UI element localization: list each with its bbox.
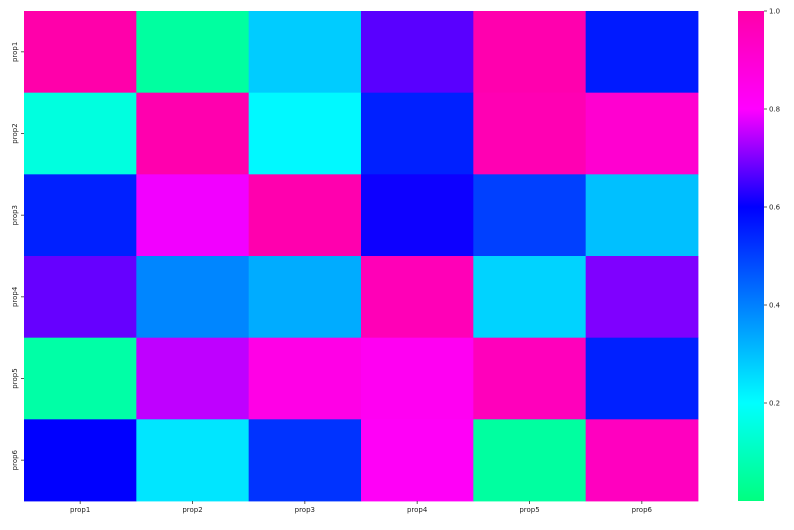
heatmap-cell-prop5-prop3 — [248, 337, 362, 420]
heatmap-cell-prop6-prop2 — [136, 419, 250, 502]
heatmap-cell-prop2-prop3 — [248, 92, 362, 175]
heatmap-cells — [24, 11, 699, 502]
colorbar: 0.2 0.4 0.6 0.8 1.0 — [738, 8, 781, 501]
heatmap-cell-prop2-prop1 — [24, 92, 137, 175]
y-tick-label: prop3 — [11, 205, 19, 225]
heatmap-cell-prop3-prop1 — [24, 174, 137, 257]
heatmap-cell-prop1-prop6 — [585, 11, 699, 94]
y-tick-label: prop5 — [11, 368, 19, 388]
heatmap-cell-prop3-prop4 — [361, 174, 474, 257]
heatmap-cell-prop6-prop6 — [585, 419, 699, 502]
heatmap-cell-prop4-prop4 — [361, 256, 474, 339]
heatmap-cell-prop1-prop1 — [24, 11, 137, 94]
colorbar-tick-label: 0.6 — [769, 204, 781, 212]
x-tick-label: prop4 — [407, 506, 428, 514]
heatmap-cell-prop1-prop3 — [248, 11, 362, 94]
heatmap-cell-prop3-prop2 — [136, 174, 250, 257]
heatmap-cell-prop5-prop6 — [585, 337, 699, 420]
y-axis: prop1 prop2 prop3 prop4 prop5 prop6 — [11, 42, 24, 470]
heatmap-cell-prop5-prop2 — [136, 337, 250, 420]
heatmap-cell-prop5-prop4 — [361, 337, 474, 420]
heatmap-cell-prop6-prop4 — [361, 419, 474, 502]
heatmap-cell-prop4-prop2 — [136, 256, 250, 339]
x-axis: prop1 prop2 prop3 prop4 prop5 prop6 — [70, 501, 653, 514]
heatmap-cell-prop2-prop2 — [136, 92, 250, 175]
colorbar-tick-label: 0.4 — [769, 302, 781, 310]
x-tick-label: prop6 — [632, 506, 653, 514]
x-tick-label: prop1 — [70, 506, 90, 514]
heatmap-cell-prop4-prop6 — [585, 256, 699, 339]
heatmap-cell-prop4-prop5 — [473, 256, 587, 339]
heatmap-cell-prop1-prop2 — [136, 11, 250, 94]
heatmap-cell-prop4-prop3 — [248, 256, 362, 339]
heatmap-cell-prop1-prop4 — [361, 11, 474, 94]
y-tick-label: prop6 — [11, 449, 19, 470]
heatmap-cell-prop5-prop1 — [24, 337, 137, 420]
y-tick-label: prop2 — [11, 123, 19, 143]
heatmap-cell-prop6-prop5 — [473, 419, 587, 502]
y-tick-label: prop4 — [11, 286, 19, 307]
x-tick-label: prop5 — [519, 506, 539, 514]
y-tick-label: prop1 — [11, 42, 19, 62]
heatmap-cell-prop3-prop3 — [248, 174, 362, 257]
colorbar-tick-label: 0.8 — [769, 106, 780, 114]
heatmap-cell-prop6-prop3 — [248, 419, 362, 502]
heatmap-cell-prop1-prop5 — [473, 11, 587, 94]
colorbar-tick-label: 0.2 — [769, 400, 780, 408]
heatmap-cell-prop5-prop5 — [473, 337, 587, 420]
colorbar-gradient — [738, 11, 764, 501]
x-tick-label: prop2 — [182, 506, 202, 514]
x-tick-label: prop3 — [295, 506, 315, 514]
colorbar-tick-label: 1.0 — [769, 8, 780, 16]
heatmap-cell-prop3-prop5 — [473, 174, 587, 257]
heatmap-cell-prop2-prop6 — [585, 92, 699, 175]
heatmap-cell-prop2-prop4 — [361, 92, 474, 175]
heatmap-cell-prop4-prop1 — [24, 256, 137, 339]
heatmap-cell-prop6-prop1 — [24, 419, 137, 502]
heatmap-cell-prop3-prop6 — [585, 174, 699, 257]
heatmap-cell-prop2-prop5 — [473, 92, 587, 175]
